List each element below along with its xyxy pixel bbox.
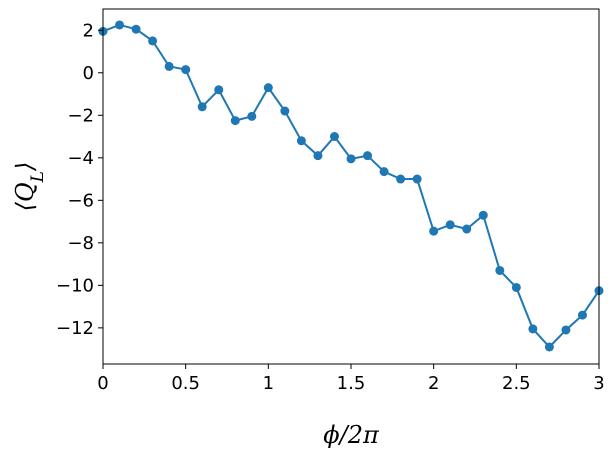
x-axis-label: ϕ/2π [323,421,380,449]
y-tick-label: 2 [83,20,94,41]
data-point [247,111,257,121]
x-tick-label: 1 [263,373,274,394]
data-point [263,83,273,93]
y-tick-label: −6 [67,190,94,211]
y-axis-label: ⟨QL⟩ [11,162,48,212]
data-point [181,65,191,75]
x-tick-label: 0.5 [171,373,200,394]
data-point [429,226,439,236]
data-point [363,151,373,161]
series-line [102,23,600,349]
data-point [544,342,554,352]
data-point [445,220,455,230]
y-tick-label: −12 [56,318,94,339]
data-point [511,282,521,292]
x-tick-label: 0 [97,373,108,394]
data-point [396,174,406,184]
data-point [478,210,488,220]
data-point [495,265,505,275]
data-point [412,174,422,184]
data-point [230,116,240,126]
data-point [561,325,571,335]
data-point [462,224,472,234]
data-point [197,102,207,112]
data-point [131,24,141,34]
y-tick-label: 0 [83,63,94,84]
x-tick-label: 2 [428,373,439,394]
data-point [296,136,306,146]
x-axis: 0 0.5 1 1.5 2 2.5 3 [97,364,605,394]
data-point [148,36,158,46]
data-point [379,167,389,177]
data-point [214,85,224,95]
data-point [313,151,323,161]
y-tick-label: −2 [67,105,94,126]
data-point [346,154,356,164]
y-tick-label: −8 [67,233,94,254]
x-tick-label: 2.5 [502,373,531,394]
x-tick-label: 3 [593,373,604,394]
data-point [164,61,174,71]
y-tick-label: −4 [67,148,94,169]
data-point [577,310,587,320]
x-tick-label: 1.5 [337,373,366,394]
plot-area [98,20,604,352]
data-point [329,132,339,142]
data-point [528,324,538,334]
y-tick-label: −10 [56,275,94,296]
data-point [280,106,290,116]
y-axis: 2 0 −2 −4 −6 −8 −10 −12 [56,20,103,339]
data-point [115,20,125,30]
